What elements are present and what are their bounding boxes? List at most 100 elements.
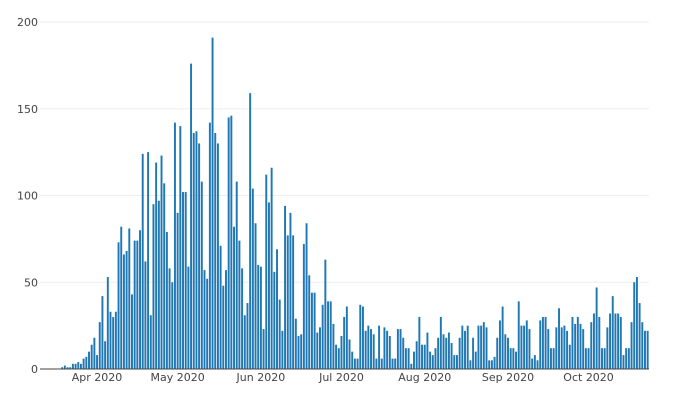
bar — [380, 358, 383, 369]
y-tick-labels: 0 50 100 150 200 — [17, 16, 38, 376]
bar — [442, 334, 445, 369]
bar — [566, 330, 569, 369]
bar — [149, 315, 152, 369]
bar — [464, 330, 466, 369]
bar — [595, 287, 598, 369]
bar — [388, 336, 391, 369]
bar — [426, 332, 429, 369]
bar — [353, 358, 356, 369]
bar — [82, 358, 85, 369]
bar — [386, 330, 389, 369]
bar — [533, 355, 536, 369]
bar — [300, 334, 303, 369]
bar — [297, 336, 300, 369]
bar — [286, 235, 289, 369]
bar — [88, 351, 90, 369]
bar — [641, 322, 644, 369]
bar — [482, 322, 485, 369]
bar — [292, 235, 295, 369]
bar — [488, 360, 491, 369]
bar — [241, 268, 244, 369]
bar — [335, 344, 338, 369]
bar — [601, 348, 603, 369]
bar — [413, 351, 415, 369]
bar — [233, 226, 235, 369]
bar — [122, 254, 125, 369]
bar — [66, 367, 69, 369]
bar — [574, 323, 577, 369]
bar — [619, 316, 622, 369]
bar — [560, 327, 563, 369]
bar — [576, 316, 579, 369]
bar — [394, 358, 397, 369]
bar — [544, 316, 547, 369]
bar — [182, 192, 184, 369]
bar — [106, 277, 109, 369]
bar — [173, 122, 176, 369]
bar — [630, 322, 633, 369]
bar — [332, 323, 335, 369]
bar — [410, 363, 413, 369]
bar — [294, 318, 297, 369]
bar — [547, 329, 550, 369]
bar — [305, 223, 308, 369]
bar — [321, 304, 324, 369]
bar — [439, 316, 442, 369]
bar — [270, 167, 273, 369]
bar — [198, 143, 201, 369]
x-tick-label: Jun 2020 — [236, 371, 286, 384]
bar — [431, 355, 434, 369]
bar — [493, 356, 496, 369]
bar — [477, 325, 480, 370]
bar — [273, 271, 276, 369]
bar — [93, 337, 96, 369]
bar — [63, 365, 66, 369]
bar — [367, 325, 370, 370]
y-tick-label: 50 — [24, 276, 38, 289]
bar — [147, 152, 150, 370]
bar — [356, 358, 359, 369]
bar — [337, 348, 340, 369]
bar — [259, 266, 262, 369]
bar — [622, 355, 625, 369]
bar — [627, 348, 630, 369]
bar — [351, 351, 354, 369]
bar — [490, 360, 493, 369]
bar — [289, 212, 292, 369]
bar — [450, 342, 453, 369]
bar — [472, 337, 475, 369]
bar — [284, 205, 287, 369]
bar — [165, 231, 168, 369]
bar — [466, 325, 469, 370]
x-tick-labels: Apr 2020 May 2020 Jun 2020 Jul 2020 Aug 2020… — [72, 371, 614, 384]
bar — [79, 363, 82, 369]
bar — [404, 348, 407, 369]
bar — [171, 282, 174, 369]
bar — [249, 93, 252, 369]
x-tick-label: Sep 2020 — [482, 371, 534, 384]
bar — [163, 183, 166, 369]
bar — [327, 301, 330, 369]
bar — [112, 316, 115, 369]
bar — [515, 351, 518, 369]
bar — [192, 133, 195, 369]
bar — [160, 155, 163, 369]
x-tick-label: Apr 2020 — [72, 371, 123, 384]
bar — [219, 245, 222, 369]
bar — [541, 316, 544, 369]
bar — [498, 320, 501, 369]
bar — [243, 315, 246, 369]
bar — [525, 320, 528, 369]
bar — [227, 117, 230, 370]
bar — [176, 212, 179, 369]
x-tick-label: Aug 2020 — [398, 371, 451, 384]
bar — [644, 330, 646, 369]
bar — [120, 226, 123, 369]
bar — [316, 332, 319, 369]
bar — [71, 363, 74, 369]
bar — [195, 131, 198, 369]
bar — [211, 37, 214, 370]
y-tick-label: 150 — [17, 103, 38, 116]
x-tick-label: Jul 2020 — [318, 371, 364, 384]
